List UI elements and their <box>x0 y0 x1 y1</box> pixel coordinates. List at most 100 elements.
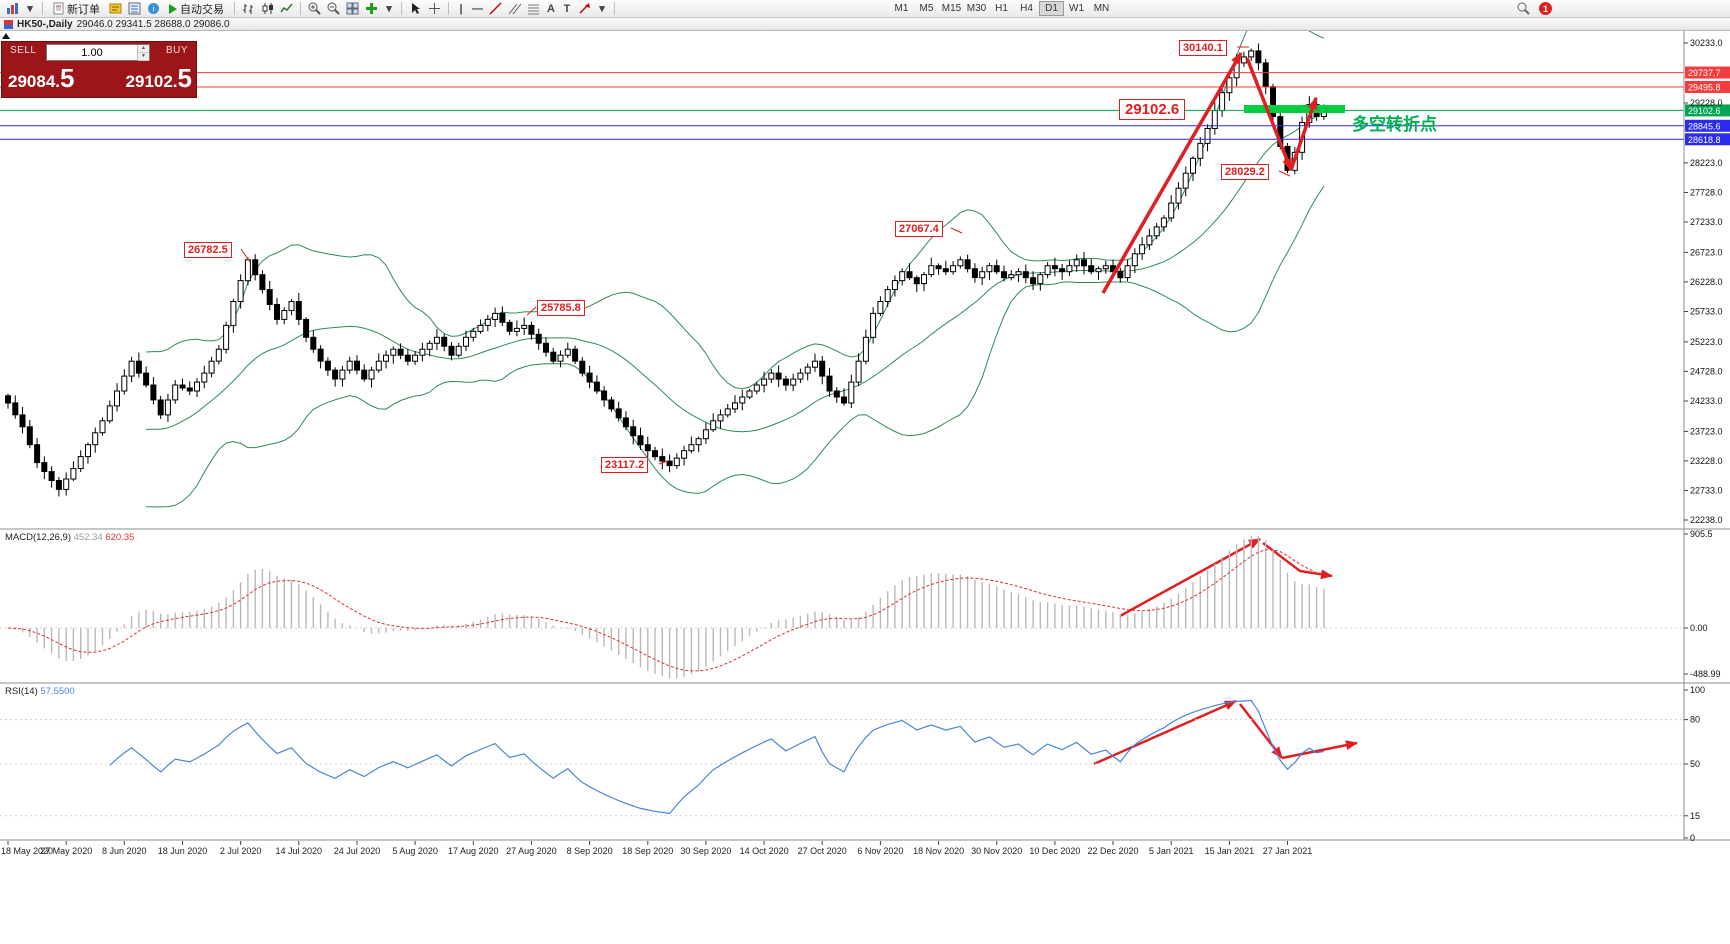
timeframe-d1[interactable]: D1 <box>1039 1 1064 16</box>
tile-windows-icon <box>346 2 359 15</box>
price-annotation[interactable]: 23117.2 <box>601 457 649 473</box>
trend-arrow-object[interactable] <box>1245 57 1293 171</box>
metaeditor-button[interactable] <box>106 1 125 17</box>
trend-arrow-object[interactable] <box>1101 52 1243 294</box>
trend-arrow-object[interactable] <box>1239 703 1283 759</box>
timeframe-h4[interactable]: H4 <box>1014 1 1039 16</box>
arrows-tool[interactable] <box>575 1 594 17</box>
svg-text:28223.0: 28223.0 <box>1690 158 1723 168</box>
timeframe-mn[interactable]: MN <box>1089 1 1114 16</box>
svg-text:14 Oct 2020: 14 Oct 2020 <box>740 846 789 856</box>
line-chart-type-button[interactable] <box>277 1 296 17</box>
terminal-button[interactable]: i <box>144 1 163 17</box>
zone-layer[interactable] <box>1244 105 1345 113</box>
tile-windows-button[interactable] <box>343 1 362 17</box>
timeframe-m30[interactable]: M30 <box>964 1 989 16</box>
annotation-connectors <box>240 46 1291 465</box>
price-annotation[interactable]: 26782.5 <box>184 242 232 258</box>
trend-arrow-object[interactable] <box>1119 537 1261 618</box>
new-chart-dropdown[interactable]: ▾ <box>22 1 38 17</box>
autotrading-play-icon <box>169 3 177 14</box>
svg-text:29102.6: 29102.6 <box>1688 106 1721 116</box>
svg-text:26723.0: 26723.0 <box>1690 247 1723 257</box>
svg-text:25733.0: 25733.0 <box>1690 307 1723 317</box>
horizontal-line-tool[interactable]: — <box>469 1 486 17</box>
fibonacci-tool[interactable] <box>524 1 543 17</box>
price-line-objects[interactable]: 29737.7 29495.8 29102.6 28845.6 28618.8 <box>0 66 1730 146</box>
toolbar-separator <box>300 2 301 15</box>
notification-badge[interactable]: 1 <box>1539 2 1552 15</box>
buy-button[interactable]: BUY 29102.5 <box>98 42 196 97</box>
text-label-tool[interactable]: T <box>559 1 575 17</box>
terminal-icon: i <box>148 3 159 14</box>
zone-text-object[interactable]: 多空转折点 <box>1352 115 1437 134</box>
search-button[interactable] <box>1514 1 1533 17</box>
svg-text:80: 80 <box>1690 715 1700 725</box>
arrows-dropdown[interactable]: ▾ <box>594 1 610 17</box>
sell-button[interactable]: SELL 29084.5 <box>2 42 100 97</box>
one-click-toggle-arrow[interactable] <box>2 33 10 39</box>
chart-tab-icon <box>4 19 13 29</box>
cursor-tool-button[interactable] <box>406 1 425 17</box>
zoom-in-button[interactable] <box>305 1 324 17</box>
price-annotation[interactable]: 25785.8 <box>537 300 585 316</box>
timeframe-w1[interactable]: W1 <box>1064 1 1089 16</box>
candlestick-type-button[interactable] <box>258 1 277 17</box>
price-axis[interactable]: 30233.0 29228.0 28223.0 27728.0 27233.0 26723… <box>1684 38 1723 525</box>
zone-rectangle-object[interactable] <box>1244 105 1345 113</box>
svg-text:23228.0: 23228.0 <box>1690 456 1723 466</box>
channel-tool[interactable] <box>505 1 524 17</box>
trendline-icon <box>489 2 502 15</box>
timeframe-m5[interactable]: M5 <box>914 1 939 16</box>
volume-input[interactable] <box>47 46 137 59</box>
trendline-tool[interactable] <box>486 1 505 17</box>
text-tool[interactable]: A <box>543 1 559 17</box>
new-order-button[interactable]: 新订单 <box>47 1 106 17</box>
price-annotation[interactable]: 27067.4 <box>895 221 943 237</box>
volume-stepper[interactable]: ▲ ▼ <box>137 45 149 61</box>
market-watch-button[interactable] <box>125 1 144 17</box>
svg-text:14 Jul 2020: 14 Jul 2020 <box>276 846 323 856</box>
svg-text:0.00: 0.00 <box>1690 623 1708 633</box>
line-chart-icon <box>280 3 293 13</box>
candlestick-icon <box>262 3 273 14</box>
timeframe-m15[interactable]: M15 <box>939 1 964 16</box>
trend-arrow-object[interactable] <box>1093 699 1237 766</box>
one-click-trading-panel: SELL 29084.5 BUY 29102.5 ▲▼ <box>1 41 197 98</box>
auto-trading-button[interactable]: 自动交易 <box>163 1 230 17</box>
metaeditor-icon <box>109 3 122 14</box>
toolbar-separator <box>401 2 402 15</box>
trend-arrows[interactable] <box>1093 52 1358 766</box>
bar-chart-icon <box>7 3 18 14</box>
trend-arrow-object[interactable] <box>1281 740 1358 760</box>
macd-panel <box>0 536 1684 679</box>
timeframe-h1[interactable]: H1 <box>989 1 1014 16</box>
price-annotation[interactable]: 30140.1 <box>1179 40 1227 56</box>
new-chart-button[interactable] <box>3 1 22 17</box>
trend-arrow-object[interactable] <box>1289 97 1318 171</box>
indicators-button[interactable] <box>362 1 381 17</box>
svg-text:26228.0: 26228.0 <box>1690 277 1723 287</box>
price-annotation[interactable]: 28029.2 <box>1221 164 1269 180</box>
price-annotation[interactable]: 29102.6 <box>1119 99 1186 120</box>
svg-text:24 Jul 2020: 24 Jul 2020 <box>334 846 381 856</box>
svg-text:24233.0: 24233.0 <box>1690 396 1723 406</box>
zoom-out-button[interactable] <box>324 1 343 17</box>
vertical-line-tool[interactable]: | <box>453 1 469 17</box>
market-watch-icon <box>128 2 141 15</box>
svg-text:27 Oct 2020: 27 Oct 2020 <box>798 846 847 856</box>
rsi-label: RSI(14) 57.5500 <box>5 686 75 697</box>
svg-text:18 Nov 2020: 18 Nov 2020 <box>913 846 964 856</box>
macd-label: MACD(12,26,9) 452.34 620.35 <box>5 532 135 543</box>
crosshair-icon <box>429 3 440 14</box>
svg-text:18 May 2020: 18 May 2020 <box>1 846 53 856</box>
indicators-dropdown[interactable]: ▾ <box>381 1 397 17</box>
crosshair-tool-button[interactable] <box>425 1 444 17</box>
volume-box: ▲▼ <box>46 44 150 61</box>
timeframe-m1[interactable]: M1 <box>889 1 914 16</box>
panel-separators[interactable] <box>0 31 1730 841</box>
bar-chart-type-button[interactable] <box>239 1 258 17</box>
